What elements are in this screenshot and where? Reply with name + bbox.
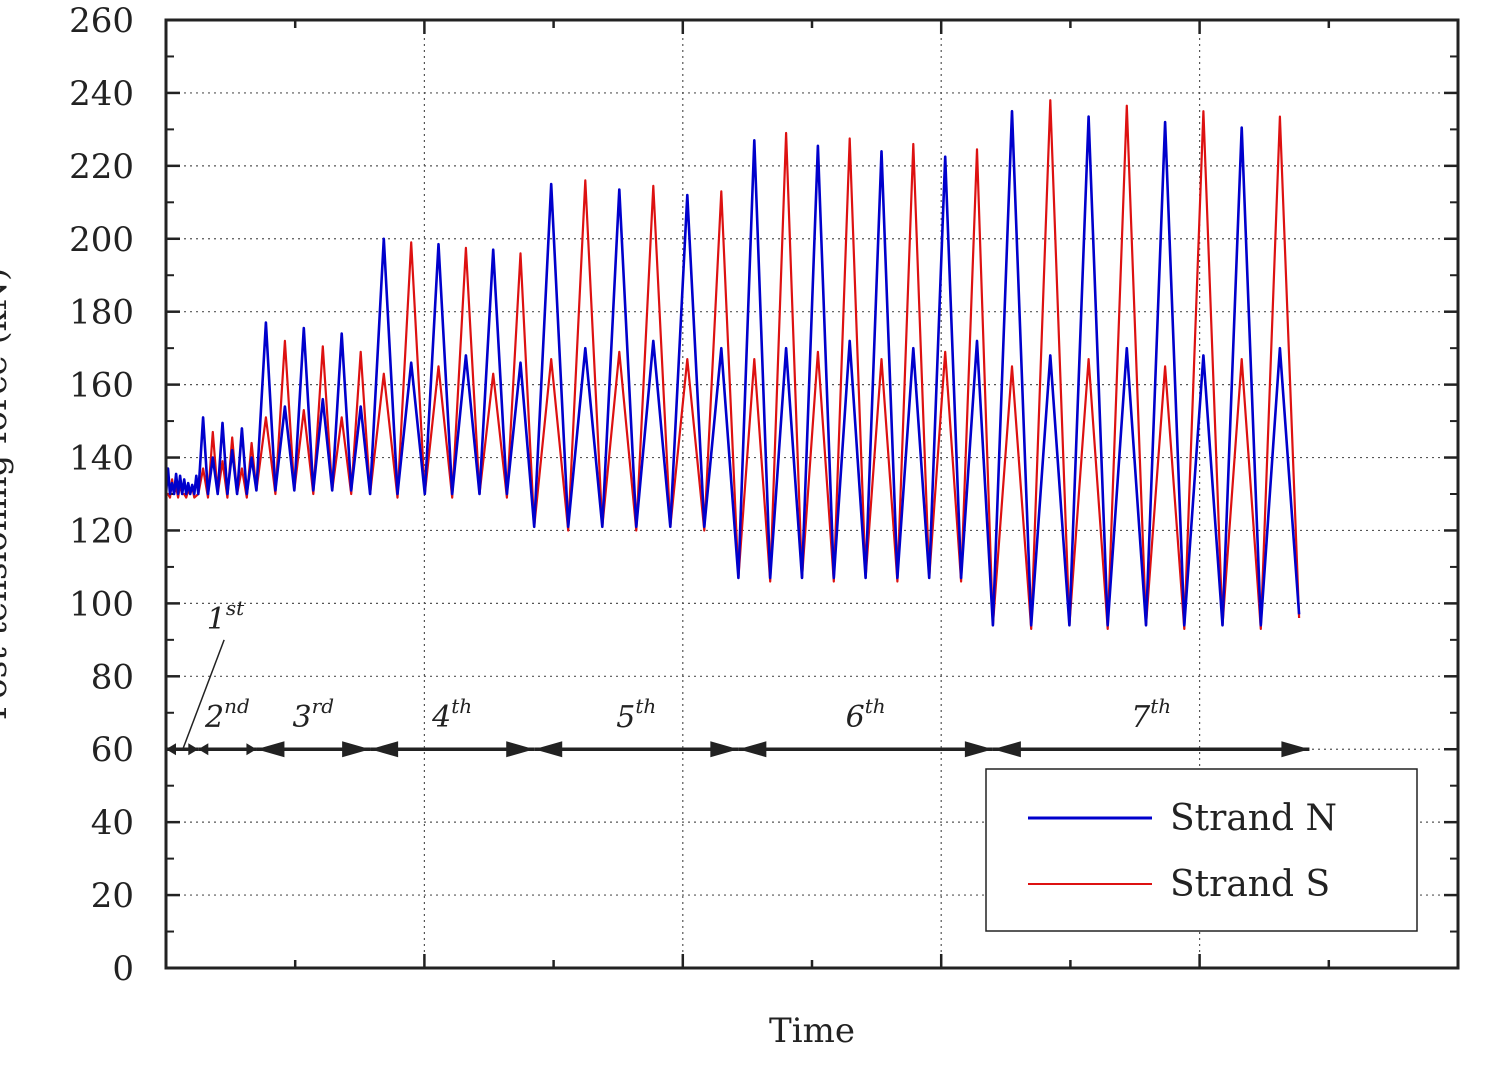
y-tick-label: 80	[91, 657, 134, 697]
y-tick-label: 140	[69, 439, 134, 479]
stage-label: 4th	[431, 694, 472, 735]
legend-label-strand-n: Strand N	[1170, 798, 1337, 839]
stage-arrowhead	[710, 741, 739, 758]
stage-label: 2nd	[204, 694, 250, 735]
stage-annotations: 1st 2nd 3rd 4th 5th 6th 7th	[166, 596, 1310, 758]
y-tick-label: 200	[69, 220, 134, 260]
stage-arrowhead	[166, 743, 176, 756]
stage-arrowhead	[964, 741, 993, 758]
stage-arrowhead	[256, 741, 285, 758]
legend: Strand N Strand S	[985, 768, 1418, 932]
stage-arrowhead	[534, 741, 563, 758]
stage-label: 6th	[846, 694, 886, 735]
stage-arrowhead	[342, 741, 371, 758]
stage-label: 5th	[616, 694, 656, 735]
stage-arrowhead	[992, 741, 1021, 758]
stage-label: 3rd	[293, 694, 334, 735]
y-tick-label: 180	[69, 293, 134, 333]
stage-arrowhead	[188, 743, 199, 756]
legend-box	[985, 768, 1418, 932]
stage-arrowhead	[1281, 741, 1310, 758]
stage-leader-line	[182, 639, 225, 750]
y-tick-label: 40	[91, 803, 134, 843]
y-tick-label: 220	[69, 147, 134, 187]
stage-arrowhead	[370, 741, 399, 758]
stage-arrowhead	[506, 741, 535, 758]
y-tick-label: 100	[69, 584, 134, 624]
stage-arrowhead	[738, 741, 767, 758]
y-tick-label: 20	[91, 876, 134, 916]
y-tick-label: 240	[69, 74, 134, 114]
y-tick-label: 260	[69, 1, 134, 41]
stage-label: 1st	[207, 596, 245, 637]
y-axis-ticks: 0 20 40 60 80 100 120 140 160 180 200 220 240 260	[69, 1, 1458, 989]
y-axis-title: Post-tensioning force (kN)	[0, 268, 15, 720]
stage-label: 7th	[1131, 694, 1171, 735]
legend-label-strand-s: Strand S	[1170, 864, 1330, 905]
series-layer	[164, 99, 1301, 630]
plot-frame	[164, 18, 1460, 970]
stage-arrowhead	[198, 743, 209, 756]
stage-arrowhead	[246, 743, 257, 756]
y-tick-label: 120	[69, 511, 134, 551]
x-axis-title: Time	[769, 1011, 855, 1051]
y-tick-label: 60	[91, 730, 134, 770]
y-tick-label: 160	[69, 366, 134, 406]
series-line-strand-n	[164, 109, 1301, 627]
y-tick-label: 0	[112, 949, 134, 989]
